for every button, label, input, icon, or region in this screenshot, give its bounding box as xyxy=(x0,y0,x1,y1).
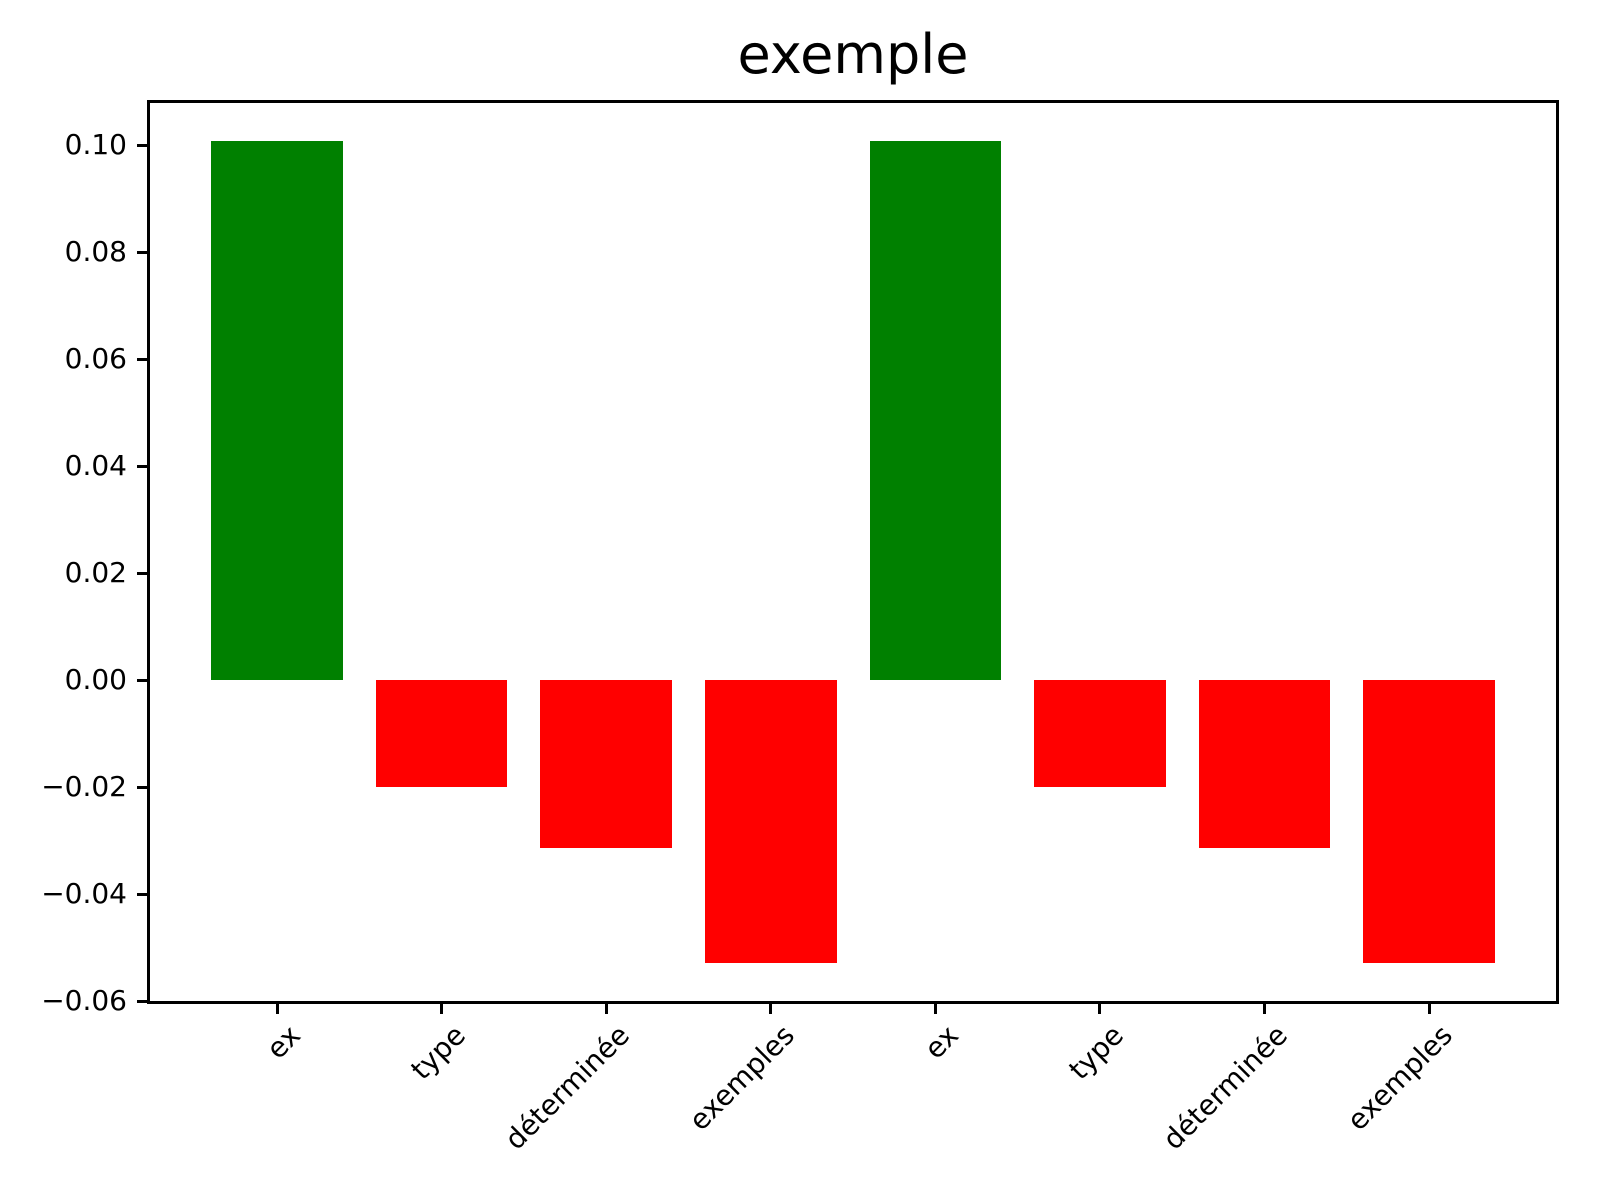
x-tick xyxy=(1262,1004,1266,1014)
y-tick xyxy=(137,143,147,147)
bar-3-exemples xyxy=(704,680,837,963)
bar-6-déterminée xyxy=(1198,680,1331,848)
bar-5-type xyxy=(1034,680,1166,787)
y-tick xyxy=(137,464,147,468)
y-tick-label: 0.00 xyxy=(64,663,127,697)
y-tick xyxy=(137,357,147,361)
x-tick-label: déterminée xyxy=(498,1018,637,1157)
y-tick-label: 0.08 xyxy=(64,235,127,268)
y-tick-label: −0.04 xyxy=(41,877,127,911)
x-tick xyxy=(933,1004,937,1014)
y-tick xyxy=(137,678,147,682)
x-tick xyxy=(604,1004,608,1014)
bar-2-déterminée xyxy=(540,680,672,848)
x-tick-label: type xyxy=(403,1018,472,1087)
bar-1-type xyxy=(375,680,508,787)
y-tick xyxy=(137,571,147,575)
y-tick-label: −0.02 xyxy=(41,770,127,804)
bar-4-ex xyxy=(869,141,1002,681)
bar-7-exemples xyxy=(1363,680,1495,963)
x-tick-label: ex xyxy=(260,1018,307,1066)
y-tick xyxy=(137,250,147,254)
x-tick-label: ex xyxy=(918,1018,966,1066)
y-tick-label: 0.06 xyxy=(64,342,127,376)
chart-title: exemple xyxy=(737,23,969,86)
x-tick xyxy=(275,1004,279,1014)
y-tick-label: 0.02 xyxy=(64,556,127,590)
x-tick xyxy=(1427,1004,1431,1014)
bar-0-ex xyxy=(211,141,343,681)
y-tick xyxy=(137,785,147,789)
y-tick-label: 0.10 xyxy=(64,128,127,161)
x-tick xyxy=(769,1004,773,1014)
x-tick xyxy=(1098,1004,1102,1014)
y-tick-label: 0.04 xyxy=(64,449,127,483)
x-tick-label: type xyxy=(1062,1018,1130,1087)
y-tick-label: −0.06 xyxy=(41,984,127,1018)
x-tick-label: exemples xyxy=(1340,1018,1459,1137)
plot-area xyxy=(147,100,1559,1004)
x-tick-label: exemples xyxy=(682,1018,801,1137)
y-tick xyxy=(137,999,147,1003)
y-tick xyxy=(137,892,147,896)
x-tick xyxy=(440,1004,444,1014)
x-tick-label: déterminée xyxy=(1156,1018,1295,1157)
